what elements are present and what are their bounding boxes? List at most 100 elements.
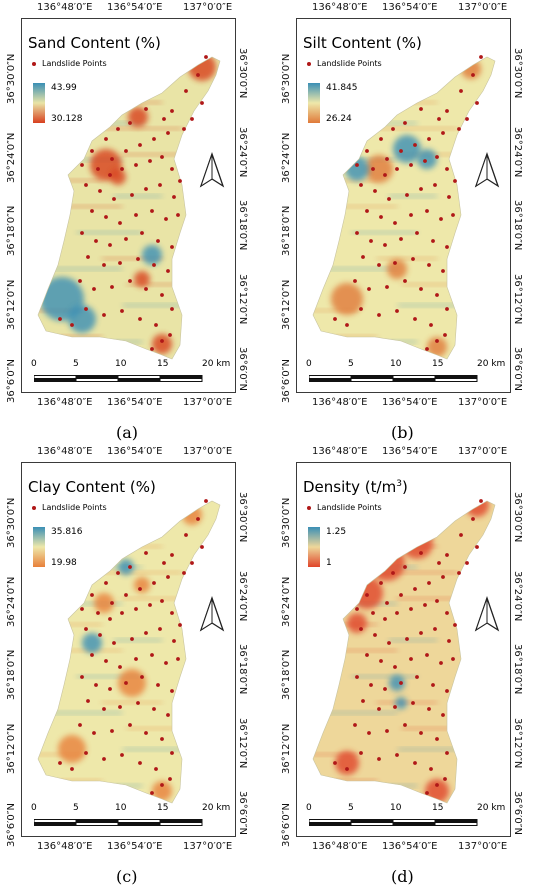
landslide-point-icon — [465, 117, 469, 121]
landslide-point-icon — [379, 215, 383, 219]
lat-label-left: 36°24′0″N — [281, 132, 292, 183]
lat-label-right: 36°18′0″N — [237, 644, 248, 695]
landslide-point-icon — [403, 565, 407, 569]
map-title: Density (t/m3) — [303, 478, 408, 496]
landslide-point-icon — [140, 231, 144, 235]
lat-label-right: 36°18′0″N — [512, 644, 523, 695]
lat-label-left: 36°30′0″N — [6, 497, 17, 548]
landslide-point-icon — [395, 309, 399, 313]
landslide-point-icon — [395, 167, 399, 171]
landslide-point-icon — [419, 287, 423, 291]
landslide-point-icon — [160, 783, 164, 787]
raster-zone-high — [417, 149, 437, 169]
lon-label-top: 137°0′0″E — [458, 446, 508, 457]
landslide-point-icon — [158, 183, 162, 187]
scale-bar-segments — [309, 375, 478, 382]
landslide-point-icon — [170, 611, 174, 615]
catchment-raster — [37, 55, 221, 360]
lat-label-left: 36°18′0″N — [6, 649, 17, 700]
lat-label-left: 36°18′0″N — [6, 205, 17, 256]
map-title-text: Clay Content (%) — [28, 478, 156, 496]
legend-landslide: Landslide Points — [32, 59, 107, 68]
lat-label-left: 36°6′0″N — [281, 803, 292, 847]
landslide-point-icon — [359, 627, 363, 631]
landslide-point-icon — [134, 213, 138, 217]
landslide-point-icon — [168, 333, 172, 337]
map-title-text: Sand Content (%) — [28, 34, 161, 52]
landslide-point-icon — [108, 173, 112, 177]
landslide-point-icon — [104, 137, 108, 141]
landslide-point-icon — [425, 209, 429, 213]
landslide-point-icon — [415, 675, 419, 679]
landslide-point-icon — [200, 545, 204, 549]
landslide-point-icon — [377, 263, 381, 267]
landslide-point-icon — [118, 665, 122, 669]
scale-bar-label: 15 — [157, 359, 169, 369]
scale-bar: 0 5 10 15 20 km — [306, 359, 505, 389]
landslide-point-icon — [403, 723, 407, 727]
landslide-point-icon — [385, 729, 389, 733]
landslide-point-icon — [130, 637, 134, 641]
landslide-point-icon — [403, 121, 407, 125]
landslide-point-icon — [355, 231, 359, 235]
ramp-max-label: 1.25 — [326, 527, 347, 537]
landslide-point-icon — [423, 603, 427, 607]
landslide-point-icon — [176, 213, 180, 217]
landslide-point-icon — [369, 239, 373, 243]
landslide-point-icon — [465, 561, 469, 565]
map-title: Silt Content (%) — [303, 34, 422, 52]
landslide-point-icon — [459, 533, 463, 537]
lon-label-bottom: 136°48′0″E — [312, 841, 368, 852]
landslide-point-icon — [373, 189, 377, 193]
landslide-point-icon — [166, 269, 170, 273]
landslide-point-icon — [84, 307, 88, 311]
raster-zone-low — [134, 577, 150, 593]
landslide-point-icon — [94, 239, 98, 243]
landslide-point-icon — [112, 641, 116, 645]
legend-landslide-label: Landslide Points — [42, 503, 107, 512]
landslide-point-icon — [427, 137, 431, 141]
legend-landslide: Landslide Points — [307, 59, 382, 68]
landslide-point-icon — [96, 167, 100, 171]
landslide-point-icon — [391, 571, 395, 575]
landslide-point-icon — [196, 73, 200, 77]
map-title: Clay Content (%) — [28, 478, 156, 496]
landslide-point-icon — [152, 263, 156, 267]
landslide-point-icon — [154, 323, 158, 327]
landslide-point-icon — [86, 699, 90, 703]
landslide-point-icon — [112, 197, 116, 201]
raster-zone-high — [393, 135, 421, 163]
catchment-raster — [312, 499, 496, 804]
map-panel-c: 136°48′0″E 136°54′0″E 137°0′0″E 136°48′0″E 1… — [0, 444, 275, 888]
landslide-point-icon — [150, 347, 154, 351]
landslide-point-icon — [453, 623, 457, 627]
panel-sublabel: (c) — [116, 867, 138, 886]
landslide-point-icon — [377, 707, 381, 711]
raster-zone-high — [68, 305, 96, 333]
lat-label-right: 36°24′0″N — [237, 127, 248, 178]
landslide-point-icon — [365, 653, 369, 657]
raster-zone-low — [351, 577, 383, 609]
landslide-point-icon — [84, 627, 88, 631]
landslide-point-icon — [148, 159, 152, 163]
landslide-point-icon — [80, 607, 84, 611]
landslide-point-icon — [391, 127, 395, 131]
landslide-point-icon — [172, 639, 176, 643]
landslide-point-icon — [425, 653, 429, 657]
lat-label-right: 36°30′0″N — [237, 492, 248, 543]
landslide-point-icon — [160, 599, 164, 603]
landslide-point-icon — [413, 143, 417, 147]
catchment-raster — [312, 55, 496, 360]
landslide-point-icon — [162, 561, 166, 565]
landslide-point-icon — [70, 323, 74, 327]
landslide-point-icon — [140, 675, 144, 679]
raster-zone-low — [369, 545, 405, 581]
landslide-point-icon — [307, 61, 311, 66]
landslide-point-icon — [90, 209, 94, 213]
ramp-max-label: 35.816 — [51, 527, 83, 537]
lat-label-right: 36°30′0″N — [237, 48, 248, 99]
landslide-point-icon — [116, 571, 120, 575]
landslide-point-icon — [443, 777, 447, 781]
landslide-point-icon — [435, 339, 439, 343]
north-arrow-icon — [199, 152, 225, 188]
